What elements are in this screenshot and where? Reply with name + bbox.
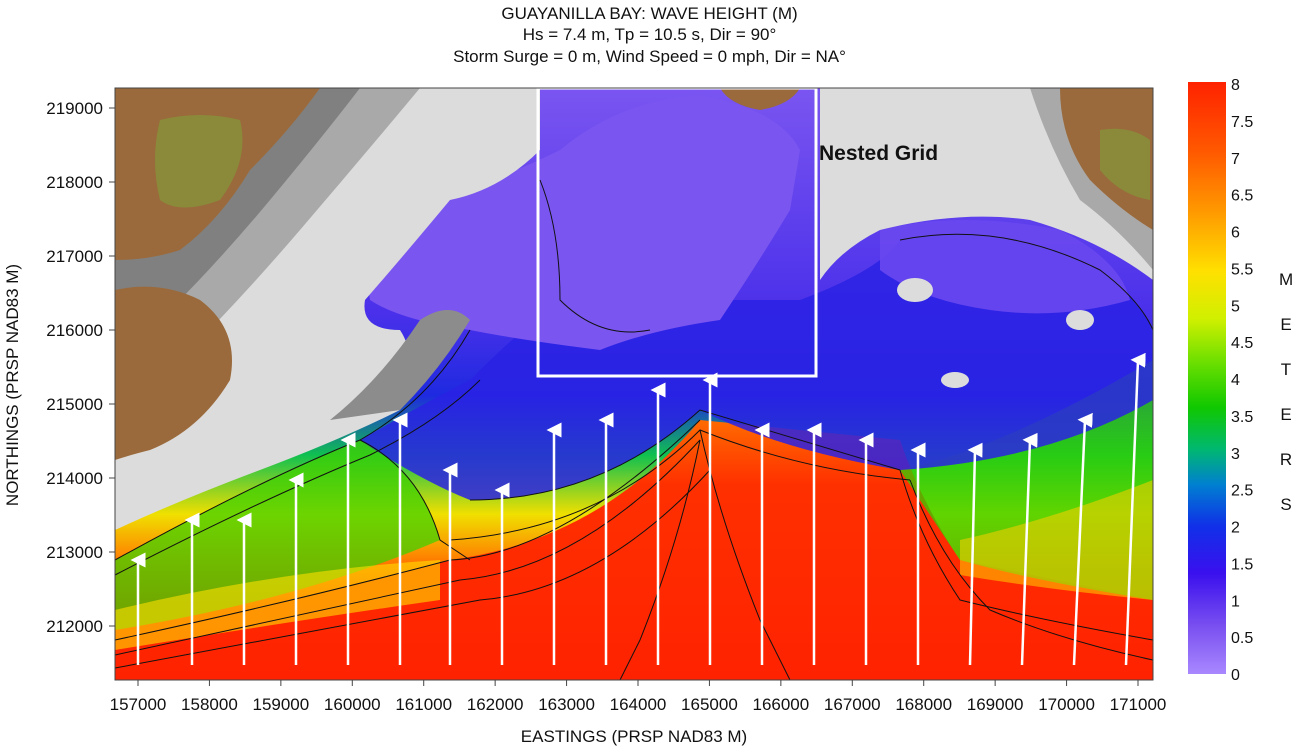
x-tick-label: 158000 xyxy=(181,695,238,714)
colorbar-tick-label: 6 xyxy=(1231,225,1240,242)
colorbar-tick-label: 3 xyxy=(1231,446,1240,463)
x-tick-label: 163000 xyxy=(538,695,595,714)
x-tick-label: 168000 xyxy=(895,695,952,714)
colorbar-tick-label: 3.5 xyxy=(1231,409,1253,426)
y-tick-label: 219000 xyxy=(46,99,103,118)
colorbar-tick-label: 0 xyxy=(1231,667,1240,684)
y-tick-label: 212000 xyxy=(46,617,103,636)
y-tick-label: 213000 xyxy=(46,543,103,562)
colorbar-tick-label: 8 xyxy=(1231,77,1240,94)
colorbar-tick-label: 4 xyxy=(1231,372,1240,389)
colorbar-unit-letter: T xyxy=(1280,360,1292,379)
colorbar-tick-label: 7 xyxy=(1231,151,1240,168)
colorbar-tick-label: 2.5 xyxy=(1231,483,1253,500)
land-west-olive xyxy=(155,115,243,208)
land-north-brown xyxy=(720,88,800,110)
high-wave-zone xyxy=(115,420,1153,680)
nested-grid-label: Nested Grid xyxy=(819,142,938,165)
y-tick-label: 214000 xyxy=(46,469,103,488)
west-yellow-band xyxy=(115,560,440,650)
wave-arrows xyxy=(130,352,1146,666)
colorbar-tick-label: 0.5 xyxy=(1231,630,1253,647)
west-shelf xyxy=(115,440,440,630)
colorbar-tick-label: 6.5 xyxy=(1231,188,1253,205)
x-tick-label: 162000 xyxy=(467,695,524,714)
colorbar-tick-label: 1.5 xyxy=(1231,556,1253,573)
title-line-1: GUAYANILLA BAY: WAVE HEIGHT (M) xyxy=(501,4,798,23)
colorbar-unit-letter: M xyxy=(1279,270,1294,289)
y-tick-label: 217000 xyxy=(46,247,103,266)
x-tick-label: 165000 xyxy=(681,695,738,714)
colorbar-tick-label: 1 xyxy=(1231,593,1240,610)
colorbar-unit-letter: S xyxy=(1280,495,1292,514)
colorbar-unit-letter: E xyxy=(1280,315,1292,334)
y-tick-label: 216000 xyxy=(46,321,103,340)
title-line-2: Hs = 7.4 m, Tp = 10.5 s, Dir = 90° xyxy=(522,25,777,44)
x-tick-label: 170000 xyxy=(1038,695,1095,714)
land-peninsula xyxy=(330,310,470,420)
title-line-3: Storm Surge = 0 m, Wind Speed = 0 mph, D… xyxy=(453,47,846,66)
land-east-olive xyxy=(1100,128,1150,200)
colorbar-tick-label: 5 xyxy=(1231,298,1240,315)
x-tick-label: 157000 xyxy=(110,695,167,714)
nested-grid-box xyxy=(536,88,818,378)
land-west-mid-brown xyxy=(115,286,232,460)
x-tick-label: 160000 xyxy=(324,695,381,714)
contour-lines xyxy=(115,179,1153,680)
colorbar-unit-letter: R xyxy=(1279,450,1293,469)
map-area xyxy=(115,88,1153,680)
x-tick-label: 167000 xyxy=(824,695,881,714)
east-yellow-band xyxy=(960,480,1153,600)
y-tick-labels: 219000 218000 217000 216000 215000 214000 2130… xyxy=(46,99,115,636)
colorbar-tick-label: 4.5 xyxy=(1231,335,1253,352)
y-axis-label: NORTHINGS (PRSP NAD83 M) xyxy=(3,264,22,506)
bay-shallow-purple xyxy=(368,95,800,350)
x-tick-label: 161000 xyxy=(395,695,452,714)
colorbar-tick-label: 2 xyxy=(1231,520,1240,537)
y-tick-label: 215000 xyxy=(46,395,103,414)
x-tick-label: 166000 xyxy=(752,695,809,714)
land-east-lowland xyxy=(720,88,1153,280)
island-3 xyxy=(941,372,969,388)
plot-frame xyxy=(114,87,1154,681)
x-tick-label: 159000 xyxy=(252,695,309,714)
x-tick-labels: 157000 158000 159000 160000 161000 162000 1630… xyxy=(110,680,1167,714)
colorbar-tick-label: 7.5 xyxy=(1231,114,1253,131)
island-1 xyxy=(897,278,933,302)
x-tick-label: 164000 xyxy=(610,695,667,714)
x-tick-label: 169000 xyxy=(967,695,1024,714)
x-axis-label: EASTINGS (PRSP NAD83 M) xyxy=(521,727,747,746)
east-bay-purple xyxy=(880,220,1130,314)
y-tick-label: 218000 xyxy=(46,173,103,192)
island-2 xyxy=(1066,310,1094,330)
colorbar-tick-label: 5.5 xyxy=(1231,261,1253,278)
colorbar-unit-letter: E xyxy=(1280,405,1292,424)
colorbar xyxy=(1188,82,1226,674)
x-tick-label: 171000 xyxy=(1110,695,1167,714)
colorbar-labels: 8 7.5 7 6.5 6 5.5 5 4.5 4 3.5 3 2.5 2 1.5 1 0.5 0 xyxy=(1231,77,1253,684)
